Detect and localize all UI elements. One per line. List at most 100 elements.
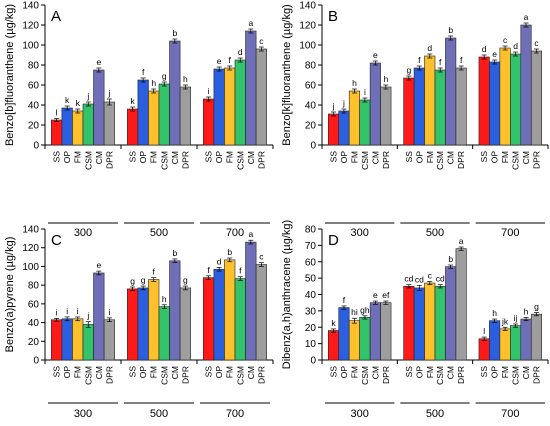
significance-letter: e <box>373 290 378 300</box>
significance-letter: j <box>86 311 89 321</box>
significance-letter: d <box>427 43 432 53</box>
category-label: SS <box>128 151 138 163</box>
y-tick-label: 70 <box>305 241 317 252</box>
y-tick-label: 80 <box>28 61 40 72</box>
category-label: OP <box>62 366 72 379</box>
category-label: SS <box>128 366 138 378</box>
bar-ss-300 <box>327 113 340 146</box>
significance-letter: a <box>248 229 253 239</box>
group-label: 700 <box>501 408 519 420</box>
panel-letter: D <box>328 232 339 249</box>
category-label: CSM <box>360 366 370 385</box>
bar-fm-300 <box>348 90 360 146</box>
significance-letter: g <box>183 275 188 285</box>
significance-letter: f <box>229 55 232 65</box>
significance-letter: hi <box>351 307 358 317</box>
significance-letter: d <box>513 41 518 51</box>
y-tick-label: 100 <box>299 41 316 52</box>
significance-letter: d <box>217 256 222 266</box>
bar-dpr-500 <box>179 287 191 361</box>
category-label: SS <box>479 366 489 378</box>
significance-letter: c <box>259 252 264 262</box>
significance-letter: k <box>130 96 135 106</box>
bar-csm-500 <box>158 83 170 146</box>
significance-letter: i <box>364 87 366 97</box>
significance-letter: cd <box>436 274 445 284</box>
y-tick-label: 0 <box>33 141 39 152</box>
significance-letter: f <box>343 295 346 305</box>
significance-letter: jk <box>501 316 509 326</box>
bar-op-700 <box>213 68 225 146</box>
category-label: FM <box>425 151 435 163</box>
bar-fm-500 <box>424 55 436 146</box>
significance-letter: k <box>76 98 81 108</box>
category-label: CM <box>94 151 104 164</box>
category-label: FM <box>425 366 435 378</box>
bar-op-500 <box>413 67 425 146</box>
y-tick-label: 20 <box>28 121 40 132</box>
bar-dpr-700 <box>255 264 267 361</box>
group-label: 500 <box>150 227 168 239</box>
bar-csm-700 <box>234 59 246 146</box>
significance-letter: i <box>208 86 210 96</box>
category-label: FM <box>500 366 510 378</box>
y-tick-label: 140 <box>299 1 316 12</box>
y-tick-label: 0 <box>310 356 316 367</box>
category-label: CM <box>170 151 180 164</box>
bar-cm-300 <box>93 69 105 146</box>
category-label: FM <box>500 151 510 163</box>
significance-letter: i <box>66 306 68 316</box>
category-label: FM <box>149 151 159 163</box>
bar-op-700 <box>213 268 225 361</box>
significance-letter: c <box>503 35 508 45</box>
category-label: SS <box>204 366 214 378</box>
significance-letter: ef <box>382 290 390 300</box>
y-tick-label: 120 <box>299 21 316 32</box>
group-label: 700 <box>501 227 519 239</box>
y-tick-label: 40 <box>305 101 317 112</box>
bar-fm-500 <box>148 90 160 146</box>
category-label: CSM <box>511 151 521 170</box>
y-tick-label: 140 <box>22 225 39 236</box>
category-label: DPR <box>531 151 541 169</box>
category-label: OP <box>214 366 224 379</box>
bar-csm-700 <box>510 53 522 146</box>
bar-fm-700 <box>499 47 511 146</box>
category-label: OP <box>138 151 148 164</box>
category-label: CM <box>94 366 104 379</box>
group-label: 700 <box>226 227 244 239</box>
category-label: CM <box>521 151 531 164</box>
bar-ss-700 <box>203 98 215 146</box>
bar-ss-300 <box>327 330 340 361</box>
y-tick-label: 40 <box>305 290 317 301</box>
significance-letter: d <box>482 44 487 54</box>
bar-dpr-500 <box>455 248 467 361</box>
category-label: DPR <box>256 151 266 169</box>
category-label: OP <box>62 151 72 164</box>
category-label: CSM <box>435 151 445 170</box>
bar-ss-300 <box>51 119 63 146</box>
significance-letter: j <box>332 101 335 111</box>
significance-letter: e <box>373 50 378 60</box>
category-label: FM <box>225 366 235 378</box>
category-label: OP <box>339 151 349 164</box>
significance-letter: h <box>383 74 388 84</box>
category-label: CM <box>446 151 456 164</box>
y-tick-label: 80 <box>305 225 317 236</box>
group-label: 300 <box>350 227 368 239</box>
group-label: 300 <box>74 408 92 420</box>
category-label: OP <box>339 366 349 379</box>
bar-dpr-300 <box>103 101 115 146</box>
group-label: 500 <box>426 227 444 239</box>
significance-letter: j <box>86 91 89 101</box>
bar-fm-300 <box>72 318 84 361</box>
bar-dpr-500 <box>455 67 467 146</box>
category-label: CSM <box>83 151 93 170</box>
group-label: 700 <box>226 408 244 420</box>
significance-letter: l <box>483 326 485 336</box>
category-label: CM <box>246 366 256 379</box>
bar-dpr-300 <box>103 319 115 361</box>
y-tick-label: 140 <box>22 1 39 12</box>
bar-dpr-300 <box>380 86 392 146</box>
y-tick-label: 60 <box>305 257 317 268</box>
